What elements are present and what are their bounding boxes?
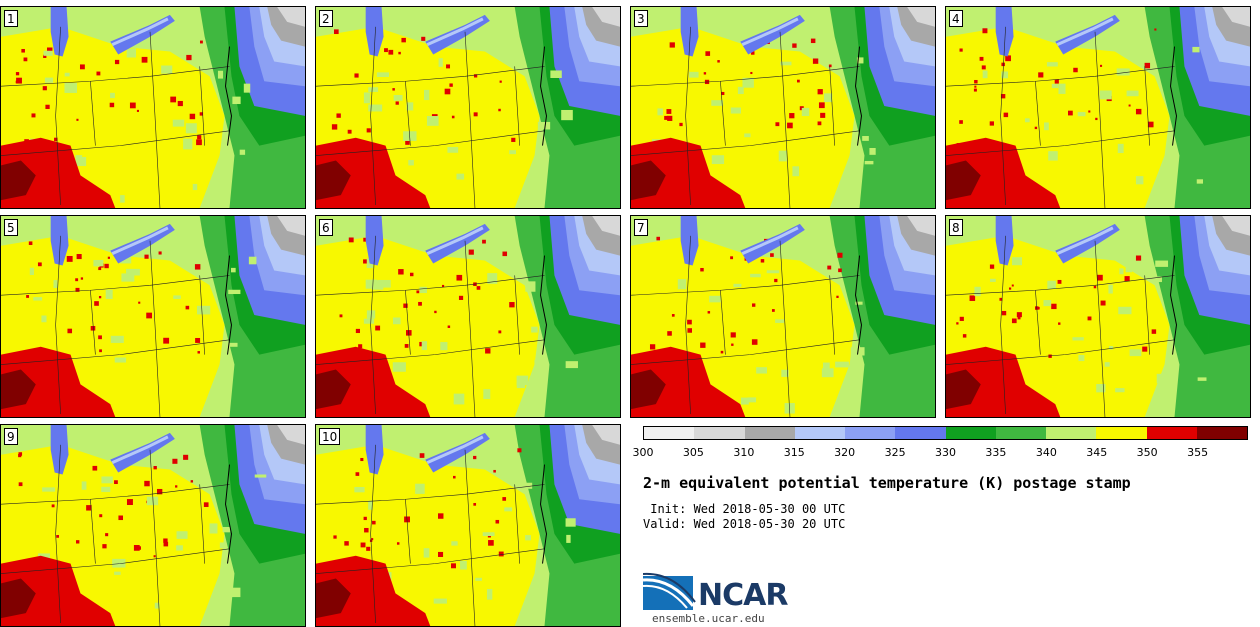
colorbar-tick-label: 330 bbox=[935, 446, 956, 459]
chart-title: 2-m equivalent potential temperature (K)… bbox=[643, 474, 1131, 492]
ensemble-member-map: 5 bbox=[0, 215, 306, 418]
colorbar bbox=[643, 426, 1248, 440]
colorbar-tick-label: 345 bbox=[1086, 446, 1108, 459]
ensemble-member-map: 9 bbox=[0, 424, 306, 627]
ensemble-member-map: 3 bbox=[630, 6, 936, 209]
site-url: ensemble.ucar.edu bbox=[652, 612, 765, 625]
colorbar-tick-label: 335 bbox=[985, 446, 1007, 459]
colorbar-segment bbox=[995, 427, 1046, 439]
member-label: 1 bbox=[4, 10, 18, 27]
colorbar-tick-label: 305 bbox=[682, 446, 704, 459]
colorbar-segment bbox=[945, 427, 996, 439]
colorbar-tick-label: 310 bbox=[733, 446, 755, 459]
init-time: Init: Wed 2018-05-30 00 UTC bbox=[643, 502, 846, 516]
colorbar-tick-label: 325 bbox=[884, 446, 906, 459]
member-label: 6 bbox=[319, 219, 333, 236]
colorbar-segment bbox=[694, 427, 745, 439]
member-label: 7 bbox=[634, 219, 648, 236]
colorbar-segment bbox=[895, 427, 946, 439]
member-label: 2 bbox=[319, 10, 333, 27]
colorbar-segment bbox=[1096, 427, 1147, 439]
colorbar-tick-label: 320 bbox=[834, 446, 856, 459]
colorbar-segment bbox=[845, 427, 896, 439]
colorbar-tick-label: 340 bbox=[1035, 446, 1057, 459]
ensemble-member-map: 2 bbox=[315, 6, 621, 209]
member-label: 9 bbox=[4, 428, 18, 445]
colorbar-tick-label: 350 bbox=[1136, 446, 1158, 459]
colorbar-segment bbox=[794, 427, 845, 439]
colorbar-tick-label: 300 bbox=[632, 446, 654, 459]
colorbar-segment bbox=[744, 427, 795, 439]
colorbar-tick-label: 315 bbox=[783, 446, 805, 459]
ensemble-member-map: 6 bbox=[315, 215, 621, 418]
colorbar-segment bbox=[1146, 427, 1197, 439]
ncar-logo-icon bbox=[643, 572, 696, 610]
ensemble-member-map: 7 bbox=[630, 215, 936, 418]
member-label: 4 bbox=[949, 10, 963, 27]
colorbar-segment bbox=[1196, 427, 1247, 439]
member-label: 3 bbox=[634, 10, 648, 27]
ensemble-member-map: 4 bbox=[945, 6, 1251, 209]
member-label: 10 bbox=[319, 428, 341, 445]
valid-time: Valid: Wed 2018-05-30 20 UTC bbox=[643, 517, 846, 531]
member-label: 5 bbox=[4, 219, 18, 236]
ensemble-member-map: 10 bbox=[315, 424, 621, 627]
member-label: 8 bbox=[949, 219, 963, 236]
colorbar-segment bbox=[644, 427, 695, 439]
colorbar-tick-label: 355 bbox=[1187, 446, 1209, 459]
logo-wordmark: NCAR bbox=[698, 578, 788, 613]
ensemble-member-map: 8 bbox=[945, 215, 1251, 418]
colorbar-segment bbox=[1046, 427, 1097, 439]
ensemble-member-map: 1 bbox=[0, 6, 306, 209]
